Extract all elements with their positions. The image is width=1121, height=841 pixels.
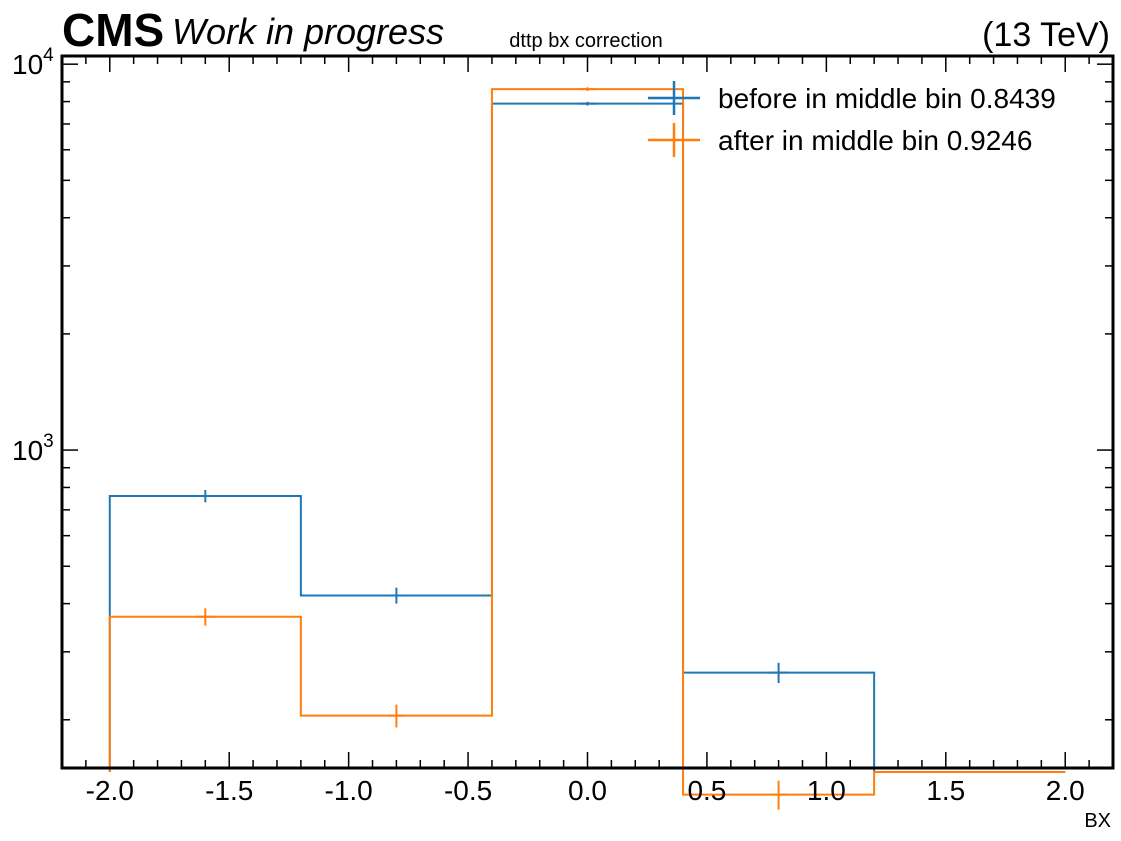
x-tick-label: 2.0 xyxy=(1046,775,1085,806)
series-layer xyxy=(108,87,1066,810)
step-line xyxy=(108,88,1066,796)
y-tick-base: 10 xyxy=(12,49,43,80)
legend-entry: after in middle bin 0.9246 xyxy=(648,123,1032,157)
step-line xyxy=(108,102,1066,773)
x-tick-label: 1.0 xyxy=(807,775,846,806)
y-tick-label: 103 xyxy=(12,431,54,466)
legend: before in middle bin 0.8439 after in midd… xyxy=(648,81,1056,157)
axis-ticks xyxy=(61,56,1114,768)
experiment-label: CMS xyxy=(62,4,164,56)
y-tick-base: 10 xyxy=(12,435,43,466)
legend-label: after in middle bin 0.9246 xyxy=(718,125,1032,156)
energy-label: (13 TeV) xyxy=(982,16,1110,54)
y-tick-exponent: 4 xyxy=(43,45,54,66)
x-tick-label: -2.0 xyxy=(86,775,134,806)
legend-label: before in middle bin 0.8439 xyxy=(718,83,1056,114)
x-tick-label: -1.0 xyxy=(325,775,373,806)
plot-frame xyxy=(60,54,1115,770)
x-axis-label: BX xyxy=(1084,810,1111,832)
legend-entry: before in middle bin 0.8439 xyxy=(648,81,1056,115)
y-tick-exponent: 3 xyxy=(43,431,54,452)
status-label: Work in progress xyxy=(172,11,444,52)
series-before xyxy=(108,101,1066,773)
x-tick-label: -0.5 xyxy=(444,775,492,806)
x-tick-label: -1.5 xyxy=(205,775,253,806)
x-tick-label: 0.5 xyxy=(687,775,726,806)
x-tick-labels: -2.0 -1.5 -1.0 -0.5 0.0 0.5 1.0 1.5 2.0 xyxy=(86,775,1085,806)
y-tick-label: 104 xyxy=(12,45,54,80)
chart-title: dttp bx correction xyxy=(509,30,662,52)
series-after xyxy=(108,87,1066,810)
x-tick-label: 1.5 xyxy=(926,775,965,806)
chart-header: CMS Work in progress dttp bx correction … xyxy=(62,4,1110,56)
x-tick-label: 0.0 xyxy=(568,775,607,806)
